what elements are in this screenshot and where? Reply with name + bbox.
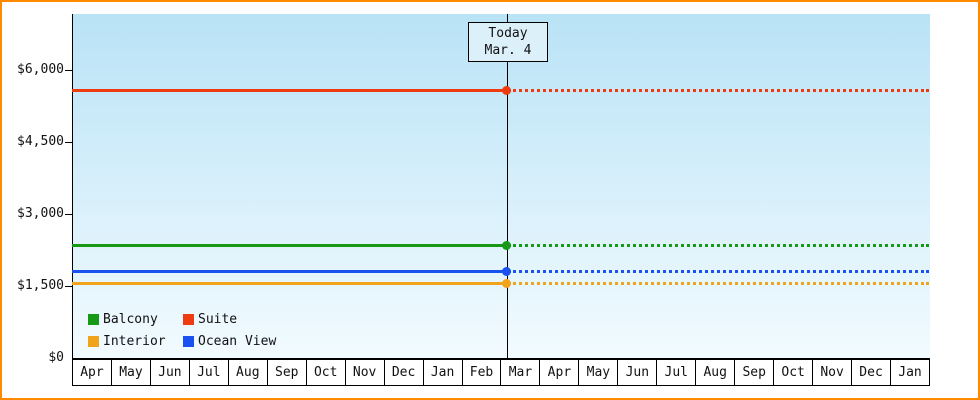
balcony-line-future [508,244,929,247]
legend-label: Ocean View [198,334,277,349]
y-tick-mark [65,142,72,143]
suite-line-past [72,89,508,92]
y-tick-mark [65,286,72,287]
interior-point-marker [502,279,511,288]
legend-label: Suite [198,312,238,327]
balcony-color-swatch [88,314,99,325]
suite-point-marker [502,86,511,95]
x-axis-label: May [578,360,617,385]
x-axis-label: Mar [500,360,539,385]
y-axis [72,14,73,358]
today-annotation-title: Today [488,26,528,41]
y-axis-label: $1,500 [17,278,64,293]
x-axis-label: Jul [656,360,695,385]
x-axis-label: Aug [695,360,734,385]
suite-color-swatch [183,314,194,325]
interior-color-swatch [88,336,99,347]
x-axis-label: Dec [383,360,423,385]
x-axis-label: Apr [80,365,104,380]
x-axis-label: Oct [773,360,812,385]
y-axis-label: $4,500 [17,134,64,149]
x-axis-label: Apr [539,360,578,385]
interior-line-future [508,282,929,285]
y-axis-label: $3,000 [17,206,64,221]
today-annotation-date: Mar. 4 [484,43,532,58]
x-axis-label: Feb [461,360,501,385]
x-axis-label: May [110,360,150,385]
legend-label: Balcony [103,312,158,327]
balcony-line-past [72,244,508,247]
x-axis-label: Dec [851,360,890,385]
plot-area [72,14,930,358]
x-axis-label: Sep [734,360,773,385]
x-axis-label: Sep [266,360,306,385]
legend-item-ocean-view: Ocean View [183,334,276,349]
x-axis-label: Nov [344,360,384,385]
x-axis-label: Jun [149,360,189,385]
legend-label: Interior [103,334,166,349]
x-axis-label: Jul [188,360,228,385]
ocean-view-line-past [72,270,508,273]
legend-item-interior: Interior [88,334,183,349]
today-annotation: Today Mar. 4 [468,22,548,62]
x-axis-labels: Apr May Jun Jul Aug Sep Oct Nov Dec Jan … [72,359,930,386]
x-axis-label: Oct [305,360,345,385]
legend: Balcony Suite Interior Ocean View [88,312,276,349]
legend-item-balcony: Balcony [88,312,183,327]
x-axis-label: Jun [617,360,656,385]
x-axis-label: Aug [227,360,267,385]
interior-line-past [72,282,508,285]
today-marker-line [507,14,508,358]
y-axis-label: $0 [48,350,64,365]
ocean-view-line-future [508,270,929,273]
ocean-view-color-swatch [183,336,194,347]
y-tick-mark [65,70,72,71]
ocean-view-point-marker [502,267,511,276]
x-axis-label: Jan [422,360,462,385]
y-tick-mark [65,214,72,215]
legend-item-suite: Suite [183,312,276,327]
suite-line-future [508,89,929,92]
x-axis-label: Nov [812,360,851,385]
balcony-point-marker [502,241,511,250]
x-axis [72,358,930,359]
x-axis-label: Jan [890,360,929,385]
y-axis-label: $6,000 [17,62,64,77]
